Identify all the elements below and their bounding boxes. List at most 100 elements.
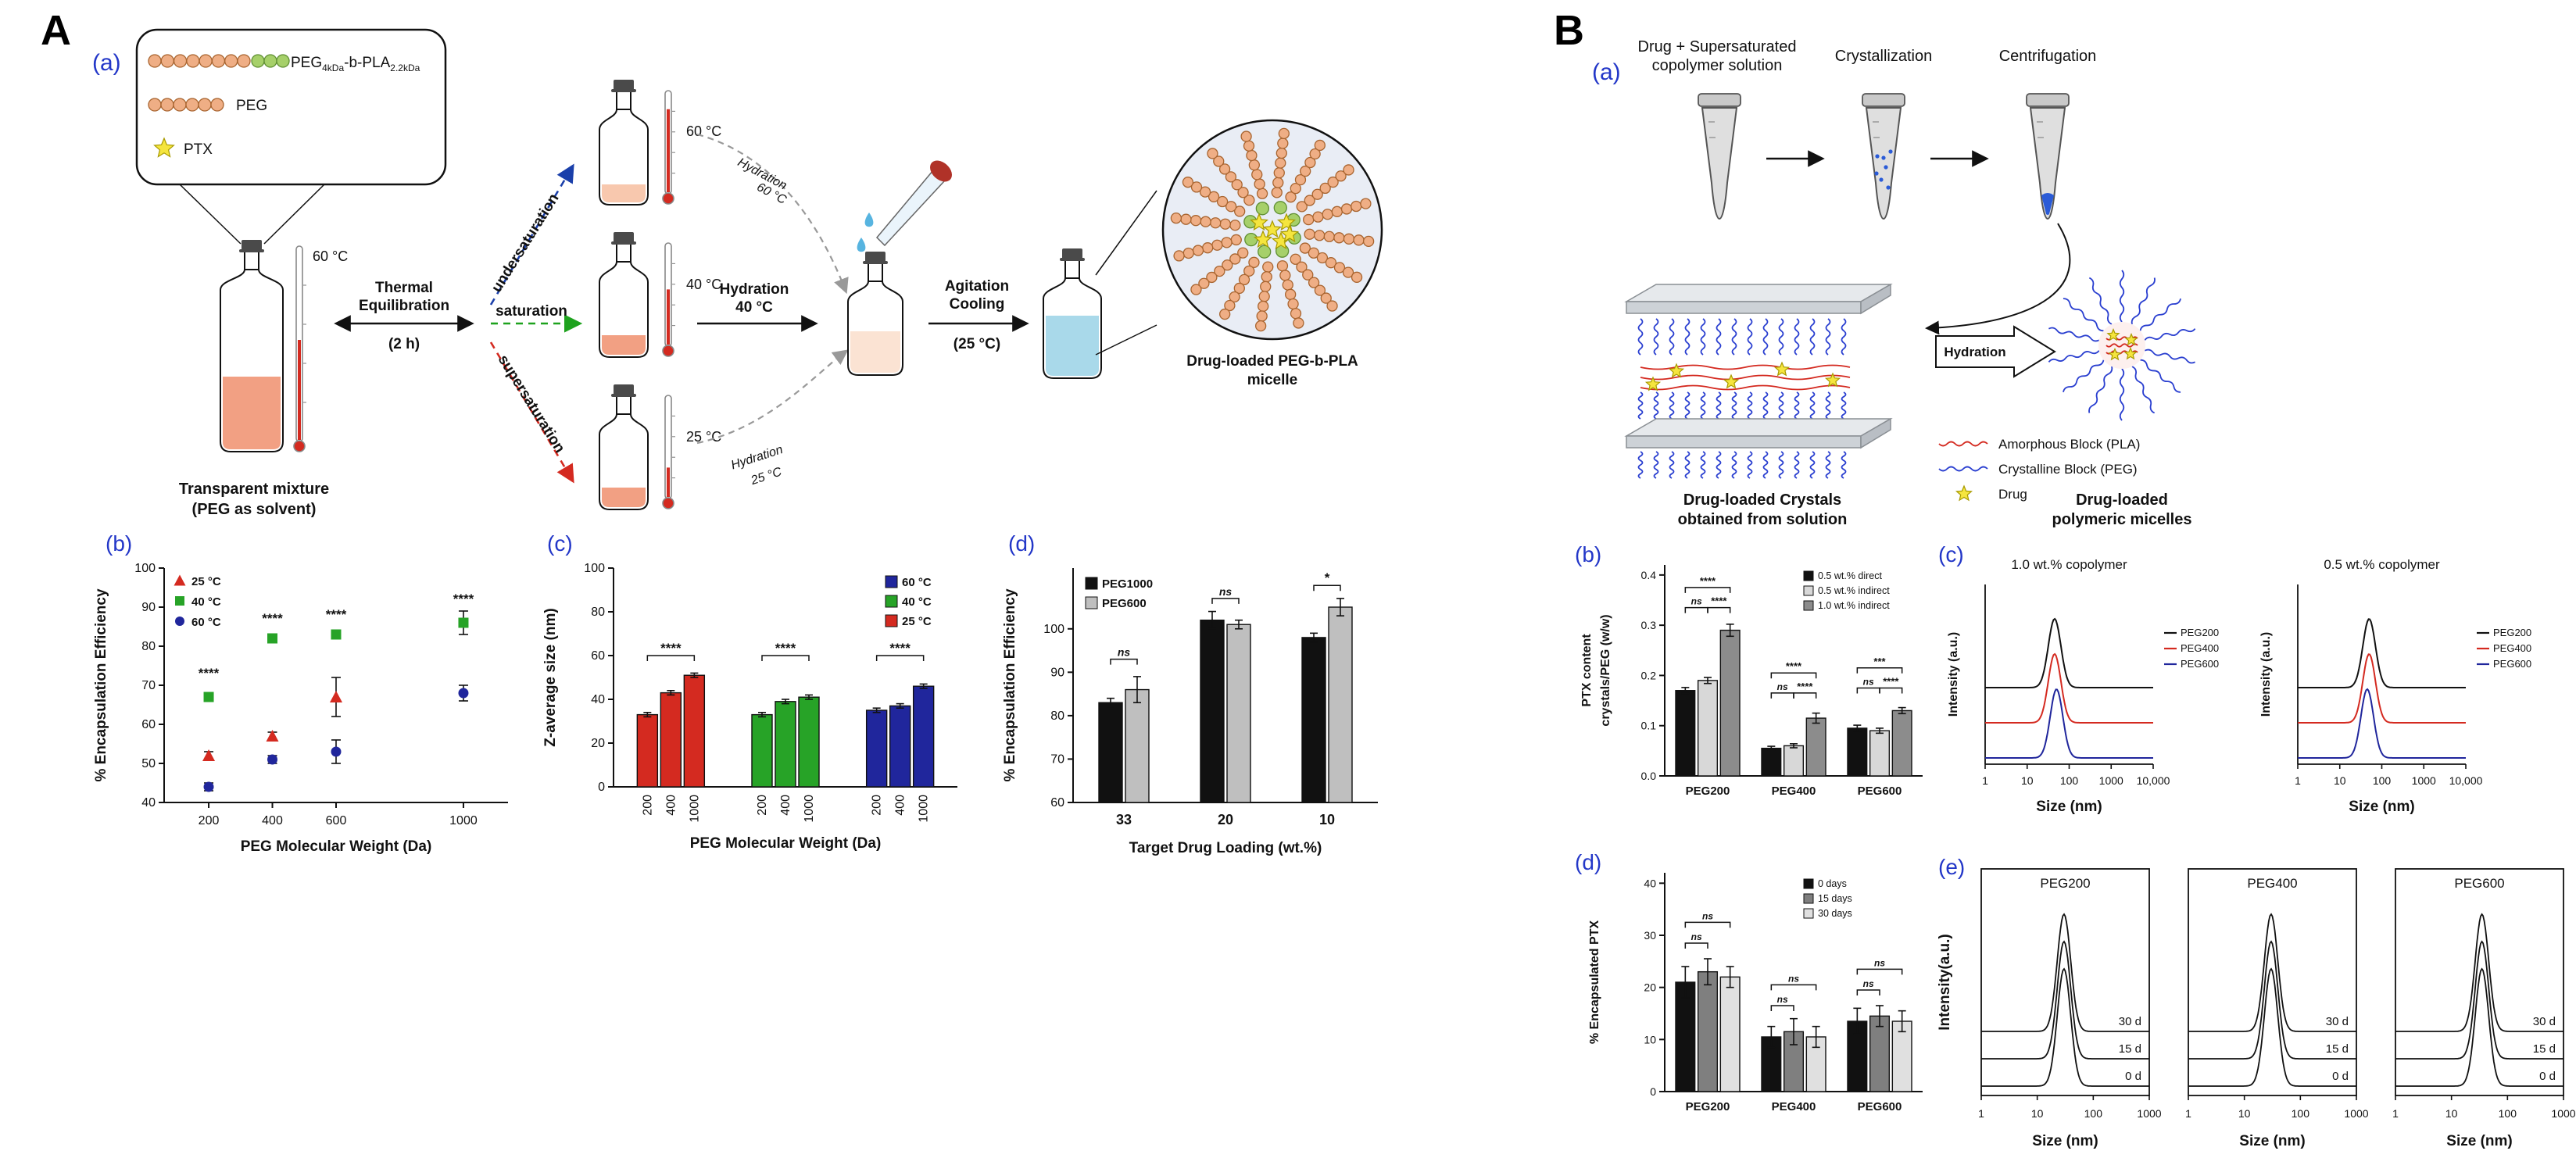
- svg-text:30 d: 30 d: [2533, 1015, 2556, 1028]
- svg-text:10: 10: [2445, 1107, 2458, 1120]
- bar: [1125, 688, 1150, 803]
- thermal-label: Thermal: [375, 280, 433, 296]
- svg-text:200: 200: [641, 795, 654, 816]
- svg-text:30: 30: [1644, 929, 1656, 942]
- subpanel-d-tag: (d): [1008, 531, 1036, 556]
- bar: [683, 674, 706, 788]
- svg-text:10: 10: [2031, 1107, 2044, 1120]
- svg-text:400: 400: [779, 795, 792, 816]
- svg-text:****: ****: [1700, 575, 1716, 587]
- subpanel-d-tag: (d): [1575, 850, 1602, 874]
- svg-text:1000: 1000: [2099, 774, 2123, 787]
- svg-text:50: 50: [141, 757, 156, 770]
- data-point: [267, 754, 278, 765]
- bar: [1783, 745, 1805, 777]
- svg-text:40: 40: [591, 693, 605, 706]
- svg-text:80: 80: [1050, 709, 1064, 723]
- data-point: [174, 574, 186, 586]
- crystals-caption: Drug-loaded Crystals: [1683, 491, 1841, 509]
- callout-line: [263, 184, 325, 245]
- bar: [865, 709, 888, 788]
- agitation-label: Agitation: [945, 278, 1009, 295]
- svg-text:ns: ns: [1118, 646, 1131, 659]
- panel-a-schematic: (a) PEG4kDa-b-PLA2.2kDa PEG PTX 60 °C Tr…: [92, 28, 1383, 518]
- callout-line: [1095, 324, 1157, 356]
- svg-text:****: ****: [1797, 681, 1813, 692]
- bar: [1200, 619, 1225, 803]
- curved-arrow: [1925, 223, 2071, 335]
- svg-text:60 °C: 60 °C: [902, 576, 932, 589]
- micelle-drawing: [1170, 127, 1375, 332]
- svg-text:1000: 1000: [803, 795, 816, 823]
- svg-text:% Encapsulation Efficiency: % Encapsulation Efficiency: [93, 588, 109, 781]
- data-point: [331, 746, 342, 757]
- micelle-caption: micelle: [1247, 372, 1297, 388]
- svg-text:40: 40: [1644, 877, 1656, 889]
- mixture-caption: Transparent mixture: [179, 481, 329, 498]
- undersaturation-arrow: [489, 163, 574, 306]
- svg-text:100: 100: [2292, 1107, 2310, 1120]
- bar: [1675, 690, 1696, 777]
- svg-text:PEG600: PEG600: [1102, 597, 1147, 610]
- dls-curve: [2188, 967, 2356, 1087]
- svg-text:****: ****: [1786, 660, 1802, 672]
- svg-text:****: ****: [775, 641, 796, 656]
- svg-text:60: 60: [1050, 796, 1064, 810]
- dls-plots: 1 10 100 1000 10,000 1.0 wt.% copolymer Intens…: [1947, 557, 2531, 815]
- svg-text:ns: ns: [1874, 957, 1885, 968]
- dls-curve: [2395, 967, 2563, 1087]
- legend-drug-label: Drug: [1998, 487, 2027, 502]
- bar: [1761, 747, 1782, 777]
- component-legend-box: [135, 28, 447, 186]
- svg-text:1: 1: [2185, 1107, 2191, 1120]
- dls-curve: [2298, 653, 2466, 724]
- bar: [1869, 1015, 1891, 1092]
- svg-text:****: ****: [1883, 676, 1899, 688]
- svg-text:60 °C: 60 °C: [191, 616, 221, 629]
- svg-text:PEG400: PEG400: [1772, 785, 1816, 798]
- bar: [1697, 680, 1719, 777]
- svg-text:Size (nm): Size (nm): [2446, 1133, 2512, 1149]
- saturation-label: saturation: [496, 303, 567, 320]
- svg-text:PEG200: PEG200: [2181, 627, 2219, 638]
- dls-curve: [1981, 940, 2149, 1060]
- micelles-caption: polymeric micelles: [2052, 511, 2192, 528]
- svg-text:100: 100: [2499, 1107, 2517, 1120]
- svg-text:1000: 1000: [918, 795, 931, 823]
- svg-text:10: 10: [1319, 812, 1335, 827]
- bar: [798, 696, 820, 788]
- subpanel-b-tag: (b): [1575, 542, 1602, 566]
- chart-encapsulation-vs-temperature: (b) 40 50 60 70 80 90 100 % Encapsulation Effic…: [82, 525, 543, 873]
- bar: [1098, 702, 1123, 803]
- bar-chart: 0 20 40 60 80 100 Z-average size (nm) 200 400 100…: [542, 562, 957, 852]
- polymeric-micelle-drawing: [2048, 270, 2196, 421]
- subpanel-b-tag: (b): [106, 531, 133, 556]
- svg-text:crystals/PEG (w/w): crystals/PEG (w/w): [1599, 614, 1612, 726]
- svg-text:100: 100: [1043, 623, 1064, 636]
- svg-text:Intensity (a.u.): Intensity (a.u.): [1947, 632, 1960, 717]
- svg-text:200: 200: [871, 795, 884, 816]
- bar: [1891, 709, 1912, 777]
- svg-text:ns: ns: [1863, 978, 1874, 989]
- dls-curve: [1981, 967, 2149, 1087]
- svg-text:ns: ns: [1691, 931, 1702, 942]
- bar: [889, 705, 911, 788]
- svg-text:0.5 wt.% indirect: 0.5 wt.% indirect: [1818, 585, 1890, 596]
- svg-text:1000: 1000: [2344, 1107, 2368, 1120]
- dls-curve: [1985, 617, 2153, 688]
- svg-text:PEG200: PEG200: [1686, 1100, 1730, 1113]
- crystals-caption: obtained from solution: [1678, 511, 1848, 528]
- svg-text:ns: ns: [1777, 994, 1788, 1005]
- data-point: [458, 688, 469, 699]
- svg-text:0 d: 0 d: [2125, 1070, 2141, 1083]
- legend-crystalline-label: Crystalline Block (PEG): [1998, 462, 2138, 477]
- svg-text:PEG200: PEG200: [2040, 876, 2090, 891]
- svg-text:Intensity (a.u.): Intensity (a.u.): [2259, 632, 2273, 717]
- svg-text:70: 70: [1050, 752, 1064, 766]
- copolymer-label: PEG4kDa-b-PLA2.2kDa: [291, 55, 420, 73]
- svg-text:100: 100: [584, 562, 605, 575]
- bar: [775, 701, 796, 788]
- temp-25-label: 25 °C: [686, 429, 721, 445]
- svg-text:10: 10: [2334, 774, 2346, 787]
- svg-text:10,000: 10,000: [2449, 774, 2483, 787]
